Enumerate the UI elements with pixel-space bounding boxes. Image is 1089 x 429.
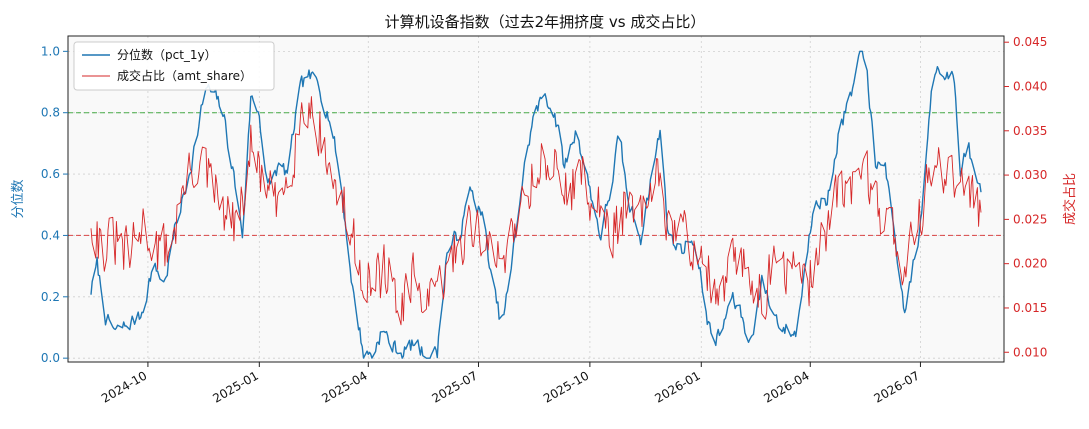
x-tick-label: 2025-01 — [210, 368, 260, 405]
legend-label-pct: 分位数（pct_1y） — [117, 47, 217, 62]
y-axis-left: 0.0 0.2 0.4 0.6 0.8 1.0 — [41, 44, 68, 365]
y-left-tick-label: 0.6 — [41, 167, 60, 181]
x-tick-label: 2025-04 — [319, 368, 369, 405]
y-left-tick-label: 0.4 — [41, 228, 60, 242]
y-right-tick-label: 0.030 — [1013, 168, 1047, 182]
y-left-tick-label: 0.2 — [41, 290, 60, 304]
y-left-tick-label: 1.0 — [41, 44, 60, 58]
legend: 分位数（pct_1y） 成交占比（amt_share） — [73, 41, 275, 91]
x-tick-label: 2026-01 — [652, 368, 702, 405]
x-axis: 2024-10 2025-01 2025-04 2025-07 2025-10 2026-… — [99, 362, 922, 406]
x-tick-label: 2025-10 — [541, 368, 591, 405]
x-tick-label: 2024-10 — [99, 368, 149, 405]
series-line-pct — [90, 50, 982, 359]
series-group — [90, 50, 982, 359]
y-axis-left-label: 分位数 — [11, 179, 26, 218]
legend-box — [73, 41, 275, 91]
y-left-tick-label: 0.0 — [41, 351, 60, 365]
y-right-tick-label: 0.035 — [1013, 124, 1047, 138]
series-line-amt — [90, 96, 982, 326]
x-tick-label: 2026-04 — [761, 368, 811, 405]
y-axis-right: 0.010 0.015 0.020 0.025 0.030 0.035 0.040 0.045 — [1004, 35, 1047, 359]
x-tick-label: 2025-07 — [430, 368, 480, 405]
plot-frame — [67, 35, 1005, 363]
reference-lines — [68, 112, 1004, 236]
y-axis-right-label: 成交占比 — [1062, 173, 1078, 225]
chart-title: 计算机设备指数（过去2年拥挤度 vs 成交占比） — [385, 13, 706, 31]
y-right-tick-label: 0.040 — [1013, 79, 1047, 93]
y-left-tick-label: 0.8 — [41, 106, 60, 120]
y-right-tick-label: 0.010 — [1013, 345, 1047, 359]
y-right-tick-label: 0.025 — [1013, 212, 1047, 226]
y-right-tick-label: 0.045 — [1013, 35, 1047, 49]
x-tick-label: 2026-07 — [872, 368, 922, 405]
legend-label-amt: 成交占比（amt_share） — [117, 68, 252, 83]
y-right-tick-label: 0.015 — [1013, 301, 1047, 315]
y-right-tick-label: 0.020 — [1013, 257, 1047, 271]
